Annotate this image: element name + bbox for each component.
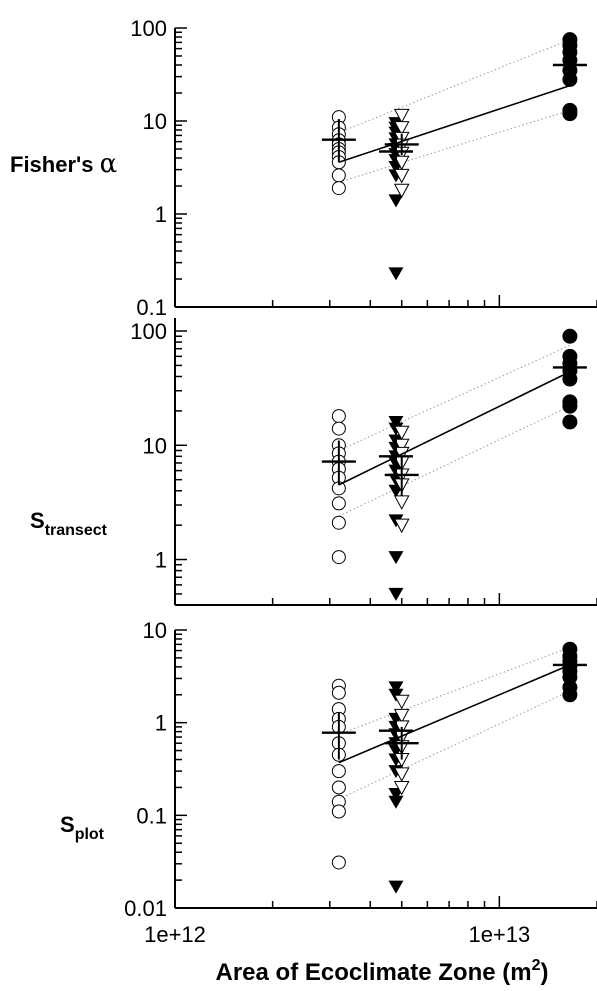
y-tick-label: 10: [143, 109, 167, 134]
data-point-open-circle: [331, 181, 346, 196]
data-point-filled-circle: [562, 328, 578, 344]
y-tick-label: 0.1: [136, 803, 167, 828]
data-point-open-circle: [331, 804, 346, 819]
y-tick-label: 1: [155, 548, 167, 573]
data-point-filled-circle: [562, 687, 578, 703]
data-point-open-circle: [331, 685, 346, 700]
data-point-open-circle: [331, 409, 346, 424]
data-point-open-triangle: [393, 183, 410, 199]
data-point-open-circle: [331, 855, 346, 870]
y-axis-label: Stransect: [30, 508, 108, 539]
data-point-open-circle: [331, 764, 346, 779]
data-point-open-triangle: [393, 155, 410, 171]
data-point-open-triangle: [393, 780, 410, 796]
x-tick-label: 1e+12: [144, 922, 206, 947]
data-point-filled-triangle: [388, 267, 404, 281]
y-axis-label-main: S: [30, 508, 45, 533]
data-point-open-triangle: [393, 767, 410, 782]
y-axis-label-main: Fisher's: [10, 152, 100, 177]
y-axis-label-subscript: plot: [75, 826, 105, 843]
data-point-open-triangle: [393, 438, 410, 454]
y-tick-label: 10: [143, 618, 167, 643]
panel-s-plot: 0.01 0.1 1 10 1e+12 1e+13 Splot: [60, 618, 597, 947]
confidence-band-line: [338, 690, 571, 800]
data-point-open-triangle: [393, 108, 410, 124]
data-point-open-triangle: [393, 425, 410, 441]
data-point-filled-triangle: [388, 551, 404, 565]
y-axis-label-greek: α: [100, 149, 118, 179]
data-point-filled-circle: [562, 414, 578, 430]
data-point-open-circle: [331, 421, 346, 436]
y-tick-label: 1: [155, 202, 167, 227]
y-axis-label: Fisher's α: [10, 149, 117, 179]
panel-fishers-alpha: 0.1 1 10 100 Fisher's α: [10, 16, 597, 320]
y-tick-label: 100: [130, 16, 167, 41]
panel-s-transect: 1 10 100 Stransect: [30, 318, 597, 606]
data-point-filled-triangle: [388, 415, 404, 429]
y-tick-label: 1: [155, 711, 167, 736]
regression-line: [338, 84, 571, 164]
y-axis-label-subscript: transect: [45, 522, 108, 539]
data-point-filled-triangle: [388, 194, 404, 208]
confidence-band-line: [338, 109, 571, 183]
y-tick-label: 0.1: [136, 295, 167, 320]
data-point-filled-triangle: [388, 681, 404, 695]
regression-line: [338, 664, 571, 764]
data-point-open-triangle: [393, 518, 410, 534]
y-tick-label: 100: [130, 319, 167, 344]
data-point-filled-circle: [562, 398, 578, 414]
data-point-open-triangle: [393, 694, 410, 710]
data-point-open-circle: [331, 550, 346, 565]
x-axis-title: Area of Ecoclimate Zone (m2): [216, 957, 549, 986]
confidence-band-line: [338, 344, 571, 451]
y-tick-label: 0.01: [124, 896, 167, 921]
data-point-filled-circle: [562, 106, 578, 122]
data-point-open-triangle: [393, 708, 410, 724]
confidence-band-line: [338, 646, 571, 735]
confidence-band-line: [338, 39, 571, 134]
confidence-band-line: [338, 405, 571, 517]
x-tick-label: 1e+13: [468, 922, 530, 947]
data-point-open-triangle: [393, 495, 410, 510]
y-axis-label-main: S: [60, 812, 75, 837]
data-point-open-triangle: [393, 168, 410, 184]
data-point-filled-triangle: [388, 587, 404, 601]
data-point-filled-triangle: [388, 795, 404, 809]
data-point-filled-triangle: [388, 880, 404, 894]
data-point-open-circle: [331, 780, 346, 795]
data-point-open-circle: [331, 168, 346, 183]
y-axis-label: Splot: [60, 812, 105, 843]
data-point-open-circle: [331, 515, 346, 530]
data-point-open-circle: [331, 496, 346, 511]
data-point-open-triangle: [393, 121, 410, 136]
y-tick-label: 10: [143, 433, 167, 458]
regression-line: [338, 371, 571, 486]
